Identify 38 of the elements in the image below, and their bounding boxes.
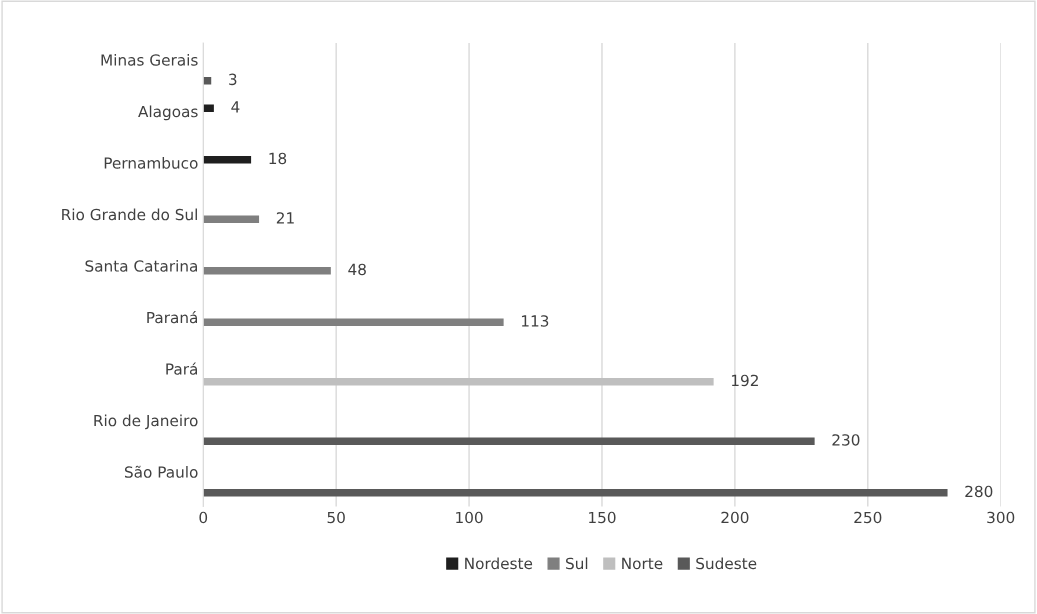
x-tick-label: 100 (456, 511, 483, 524)
bar (203, 155, 252, 164)
legend-label: Nordeste (465, 557, 533, 570)
bar (203, 488, 948, 497)
bar (203, 215, 260, 224)
data-label: 48 (348, 263, 366, 276)
data-label: 18 (269, 152, 287, 165)
y-tick-label: Rio Grande do Sul (62, 208, 197, 221)
bar (203, 104, 214, 113)
bar (203, 318, 504, 327)
legend-label: Norte (622, 557, 663, 570)
data-label: 230 (832, 434, 860, 446)
legend-label: Sudeste (696, 557, 757, 570)
x-tick-label: 200 (721, 511, 749, 524)
data-label: 3 (229, 73, 237, 86)
data-label: 280 (965, 485, 993, 498)
y-tick-label: Pernambuco (104, 156, 198, 169)
y-tick-label: Pará (166, 362, 198, 375)
data-label: 192 (731, 374, 758, 387)
data-label: 4 (231, 101, 240, 113)
x-tick-label: 250 (854, 511, 882, 524)
y-tick-label: Santa Catarina (85, 259, 198, 272)
y-tick-label: Minas Gerais (101, 53, 198, 66)
y-tick-label: Paraná (147, 310, 198, 324)
y-tick-label: Alagoas (138, 105, 198, 121)
legend-label: Sul (566, 557, 588, 570)
data-label: 21 (276, 212, 294, 224)
x-tick-label: 50 (327, 511, 345, 524)
x-tick-label: 300 (987, 511, 1015, 524)
x-tick-label: 150 (589, 511, 616, 524)
bar (203, 266, 331, 275)
bar (203, 76, 212, 85)
bar (203, 437, 815, 446)
y-tick-label: Rio de Janeiro (94, 414, 198, 430)
x-tick-label: 0 (199, 511, 208, 524)
bar (203, 377, 714, 386)
data-label: 113 (521, 315, 549, 327)
y-tick-label: São Paulo (124, 465, 198, 478)
